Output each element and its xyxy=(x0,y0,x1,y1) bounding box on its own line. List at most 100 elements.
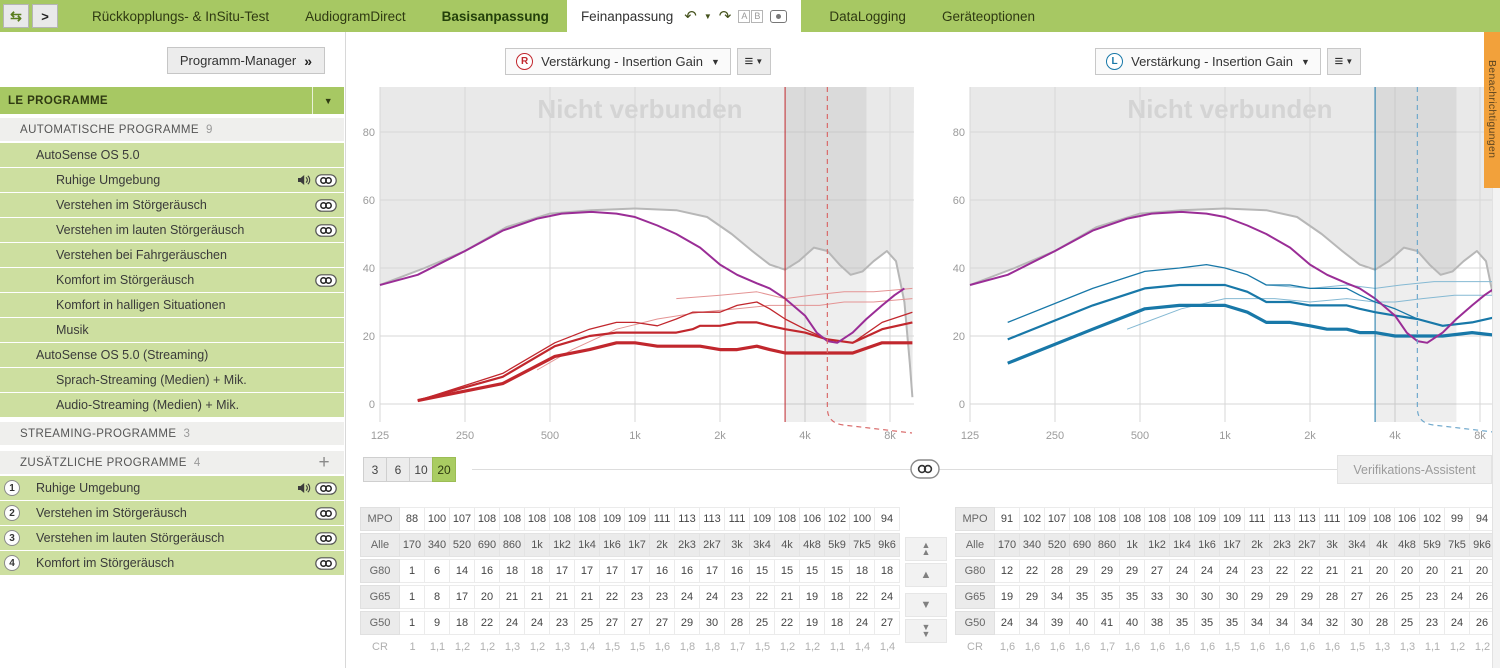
table-cell[interactable]: 39 xyxy=(1045,611,1070,635)
table-cell[interactable]: 38 xyxy=(1145,611,1170,635)
table-cell[interactable]: 21 xyxy=(1445,559,1470,583)
program-item[interactable]: Verstehen im lauten Störgeräusch xyxy=(0,218,344,242)
table-cell[interactable]: 16 xyxy=(725,559,750,583)
table-cell[interactable]: 32 xyxy=(1320,611,1345,635)
table-cell[interactable]: 22 xyxy=(1020,559,1045,583)
table-cell[interactable]: 108 xyxy=(1095,507,1120,531)
table-row-g50[interactable]: G50 24 34 39 40 41 40 38 35 35 35 34 34 34 32 30 28 25 23 2… xyxy=(955,611,1495,635)
gain-down-button[interactable]: ▼ xyxy=(905,593,947,617)
table-cell[interactable]: 35 xyxy=(1195,611,1220,635)
table-cell[interactable]: 27 xyxy=(650,611,675,635)
table-cell[interactable]: 21 xyxy=(550,585,575,609)
table-cell[interactable]: 109 xyxy=(600,507,625,531)
table-cell[interactable]: 29 xyxy=(1245,585,1270,609)
program-item[interactable]: AutoSense OS 5.0 (Streaming) xyxy=(0,343,344,367)
gain-up-button[interactable]: ▲ xyxy=(905,563,947,587)
table-cell[interactable]: 17 xyxy=(700,559,725,583)
tab-audiogramdirect[interactable]: AudiogramDirect xyxy=(305,8,406,24)
program-item[interactable]: Ruhige Umgebung xyxy=(0,168,344,192)
section-header-2[interactable]: ZUSÄTZLICHE PROGRAMME 4 + xyxy=(0,451,344,474)
program-item[interactable]: Sprach-Streaming (Medien) + Mik. xyxy=(0,368,344,392)
table-cell[interactable]: 24 xyxy=(850,611,875,635)
table-cell[interactable]: 18 xyxy=(500,559,525,583)
table-row-g80[interactable]: G80 1 6 14 16 18 18 17 17 17 17 16 16 17 16 15 15 15 15 18 1… xyxy=(360,559,900,583)
table-cell[interactable]: 17 xyxy=(450,585,475,609)
table-cell[interactable]: 27 xyxy=(1345,585,1370,609)
table-cell[interactable]: 22 xyxy=(850,585,875,609)
table-cell[interactable]: 18 xyxy=(825,611,850,635)
table-cell[interactable]: 28 xyxy=(725,611,750,635)
table-cell[interactable]: 29 xyxy=(1020,585,1045,609)
table-cell[interactable]: 113 xyxy=(1295,507,1320,531)
program-item[interactable]: Verstehen im Störgeräusch xyxy=(0,193,344,217)
right-curve-type-dropdown[interactable]: R Verstärkung - Insertion Gain ▼ xyxy=(505,48,731,75)
table-row-mpo[interactable]: MPO 88 100 107 108 108 108 108 108 109 109 111 113 11… xyxy=(360,507,900,531)
table-cell[interactable]: 19 xyxy=(800,585,825,609)
table-cell[interactable]: 17 xyxy=(600,559,625,583)
undo-icon[interactable]: ↶ xyxy=(684,7,697,25)
table-cell[interactable]: 18 xyxy=(450,611,475,635)
table-cell[interactable]: 30 xyxy=(700,611,725,635)
table-cell[interactable]: 23 xyxy=(1420,611,1445,635)
table-cell[interactable]: 35 xyxy=(1070,585,1095,609)
program-item[interactable]: 1 Ruhige Umgebung xyxy=(0,476,344,500)
notifications-side-tab[interactable]: Benachrichtigungen xyxy=(1484,30,1500,188)
table-cell[interactable]: 21 xyxy=(775,585,800,609)
table-cell[interactable]: 30 xyxy=(1345,611,1370,635)
table-cell[interactable]: 27 xyxy=(875,611,900,635)
table-cell[interactable]: 91 xyxy=(995,507,1020,531)
table-cell[interactable]: 113 xyxy=(700,507,725,531)
table-cell[interactable]: 22 xyxy=(1270,559,1295,583)
snapshot-icon[interactable] xyxy=(770,9,788,23)
table-row-alle[interactable]: Alle 170 340 520 690 860 1k 1k2 1k4 1k6 1k7 2k 2k3 2k… xyxy=(360,533,900,557)
left-chart-menu-button[interactable]: ≡ ▼ xyxy=(1326,48,1361,75)
table-cell[interactable]: 108 xyxy=(1370,507,1395,531)
table-cell[interactable]: 35 xyxy=(1095,585,1120,609)
program-manager-button[interactable]: Programm-Manager » xyxy=(166,47,325,74)
table-cell[interactable]: 94 xyxy=(875,507,900,531)
table-cell[interactable]: 100 xyxy=(425,507,450,531)
tab-ger-teoptionen[interactable]: Geräteoptionen xyxy=(941,8,1036,24)
table-cell[interactable]: 29 xyxy=(1295,585,1320,609)
table-cell[interactable]: 113 xyxy=(1270,507,1295,531)
table-cell[interactable]: 41 xyxy=(1095,611,1120,635)
table-cell[interactable]: 23 xyxy=(650,585,675,609)
table-cell[interactable]: 109 xyxy=(1195,507,1220,531)
table-cell[interactable]: 20 xyxy=(475,585,500,609)
table-cell[interactable]: 19 xyxy=(995,585,1020,609)
program-item[interactable]: 3 Verstehen im lauten Störgeräusch xyxy=(0,526,344,550)
table-cell[interactable]: 18 xyxy=(875,559,900,583)
undo-history-caret-icon[interactable]: ▼ xyxy=(703,11,712,21)
table-cell[interactable]: 21 xyxy=(525,585,550,609)
table-cell[interactable]: 33 xyxy=(1145,585,1170,609)
table-cell[interactable]: 34 xyxy=(1270,611,1295,635)
table-cell[interactable]: 24 xyxy=(1445,585,1470,609)
table-cell[interactable]: 1 xyxy=(400,585,425,609)
table-cell[interactable]: 99 xyxy=(1445,507,1470,531)
program-item[interactable]: AutoSense OS 5.0 xyxy=(0,143,344,167)
add-program-button[interactable]: + xyxy=(318,452,330,473)
left-curve-type-dropdown[interactable]: L Verstärkung - Insertion Gain ▼ xyxy=(1095,48,1321,75)
table-cell[interactable]: 108 xyxy=(475,507,500,531)
right-ear-gain-chart[interactable]: Nicht verbunden 80 60 40 20 0 125 250 500 1k 2k 4k 8… xyxy=(362,82,914,450)
table-cell[interactable]: 34 xyxy=(1020,611,1045,635)
table-cell[interactable]: 108 xyxy=(500,507,525,531)
table-cell[interactable]: 24 xyxy=(875,585,900,609)
table-cell[interactable]: 24 xyxy=(1195,559,1220,583)
table-cell[interactable]: 27 xyxy=(1145,559,1170,583)
table-cell[interactable]: 16 xyxy=(675,559,700,583)
handles-3-button[interactable]: 3 xyxy=(363,457,387,482)
table-cell[interactable]: 21 xyxy=(500,585,525,609)
redo-icon[interactable]: ↷ xyxy=(718,7,732,25)
table-cell[interactable]: 23 xyxy=(625,585,650,609)
table-cell[interactable]: 1 xyxy=(400,611,425,635)
table-cell[interactable]: 9 xyxy=(425,611,450,635)
programs-dropdown-caret-icon[interactable]: ▼ xyxy=(311,87,344,114)
program-item[interactable]: 2 Verstehen im Störgeräusch xyxy=(0,501,344,525)
left-ear-gain-chart[interactable]: Nicht verbunden 80 60 40 20 0 125 250 500 1k 2k 4k 8… xyxy=(952,82,1500,450)
table-cell[interactable]: 30 xyxy=(1170,585,1195,609)
table-cell[interactable]: 34 xyxy=(1045,585,1070,609)
table-cell[interactable]: 26 xyxy=(1370,585,1395,609)
table-row-g65[interactable]: G65 19 29 34 35 35 35 33 30 30 30 29 29 29 28 27 26 25 23 2… xyxy=(955,585,1495,609)
